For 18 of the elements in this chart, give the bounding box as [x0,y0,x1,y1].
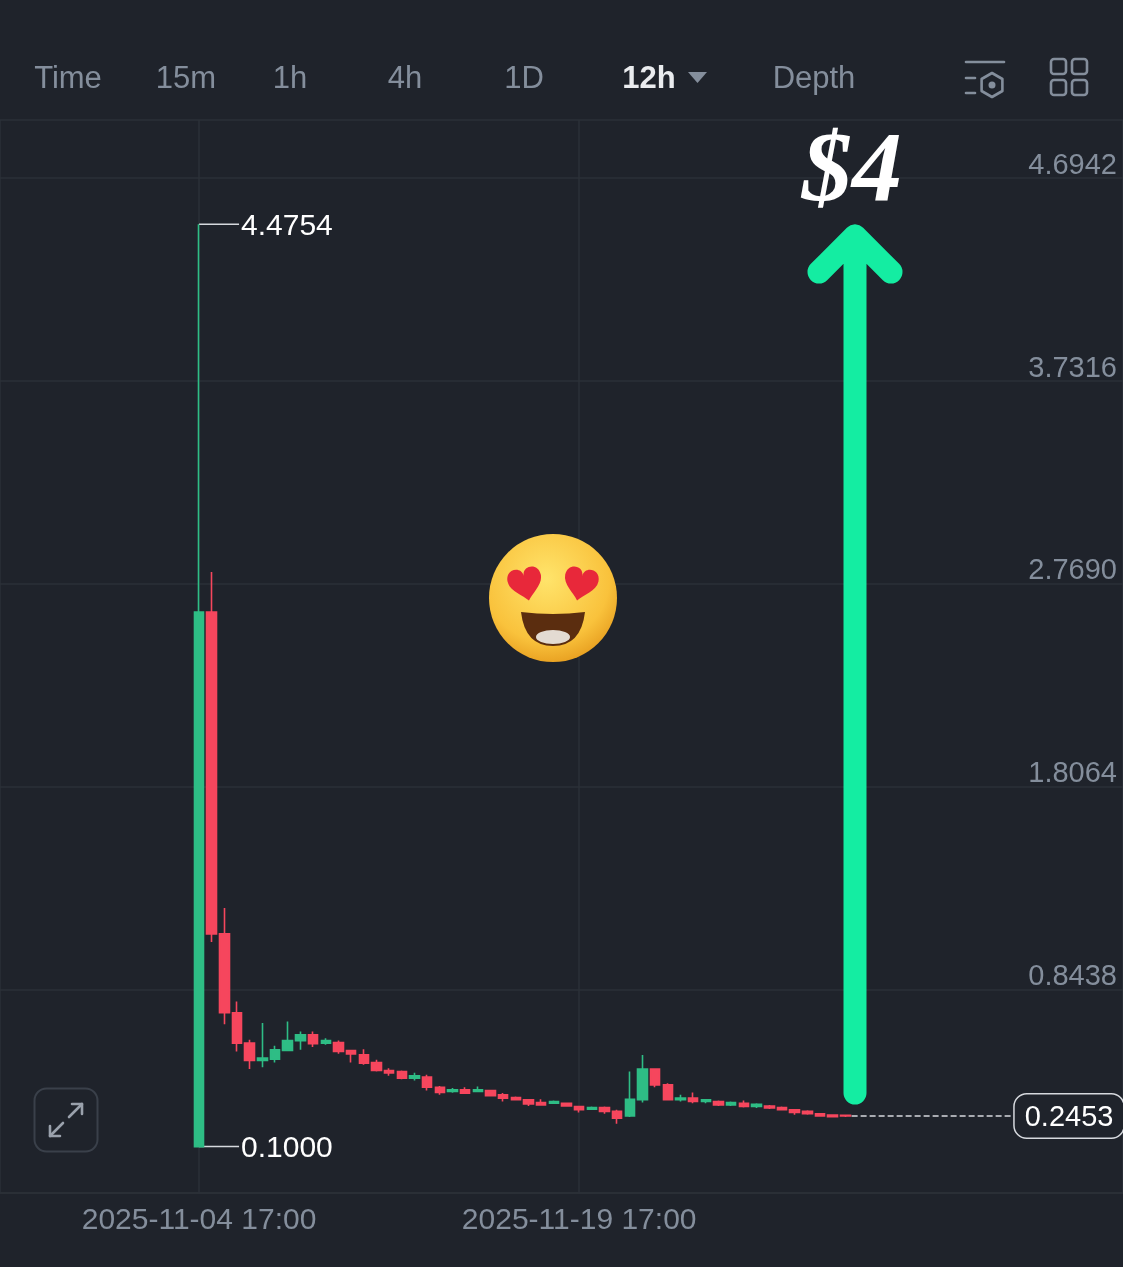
text: Time [34,60,102,95]
x-tick-label: 2025-11-04 17:00 [81,1201,317,1235]
text: 12h [622,60,676,95]
y-tick-label: 1.8064 [1028,756,1117,789]
y-tick-label: 2.7690 [1028,553,1117,586]
annotation: 4.4754 [241,207,333,241]
text: 15m [155,60,217,95]
annotation: 0.1000 [241,1130,333,1164]
x-tick-label: 2025-11-19 17:00 [461,1201,697,1235]
ref-line-label: 0.2453 [1024,1099,1114,1132]
y-tick-label: 0.8438 [1028,959,1117,992]
text: 1h [272,60,308,95]
y-tick-label: 3.7316 [1028,350,1117,383]
text: 1D [504,60,544,95]
text: 4h [387,60,423,95]
y-tick-label: 4.6942 [1028,147,1117,180]
annotation: $4 [802,111,902,222]
text: Depth [772,60,856,95]
